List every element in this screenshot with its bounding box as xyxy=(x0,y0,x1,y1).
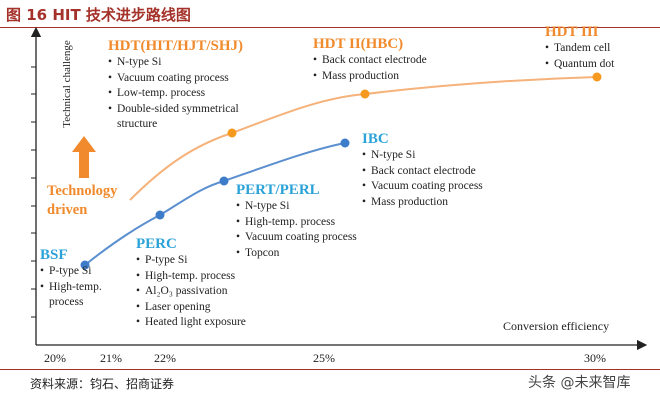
cell-curve xyxy=(84,142,346,266)
driver-label: Technology driven xyxy=(47,182,117,220)
node-item: N-type Si xyxy=(236,199,406,215)
rule xyxy=(0,27,660,28)
node-item: Back contact electrode xyxy=(313,53,503,69)
node-label: HDT(HIT/HJT/SHJ) xyxy=(108,38,244,54)
x-axis-label: Conversion efficiency xyxy=(503,319,610,333)
node-items: P-type SiHigh-temp. processAl₂O₃ passiva… xyxy=(136,253,296,331)
node-item: High-temp. process xyxy=(136,269,296,285)
node-item: Vacuum coating process xyxy=(108,71,278,87)
node-items: Back contact electrodeMass production xyxy=(313,53,503,84)
y-ticks xyxy=(31,66,36,318)
x-tick-label: 25% xyxy=(313,351,335,365)
node: IBCN-type SiBack contact electrodeVacuum… xyxy=(362,131,532,210)
node-item: N-type Si xyxy=(108,55,278,71)
node: HDT IIITandem cellQuantum dot xyxy=(545,24,655,72)
y-axis-label: Technical challenge xyxy=(61,40,73,128)
hdt-curve xyxy=(129,76,598,201)
node: HDT II(HBC)Back contact electrodeMass pr… xyxy=(313,36,503,84)
node-label: BSF xyxy=(40,247,68,263)
rule xyxy=(0,369,660,370)
x-tick-label: 20% xyxy=(44,351,66,365)
title: 图 16 HIT 技术进步路线图 xyxy=(6,6,191,24)
source: 资料来源：钧石、招商证券 xyxy=(30,377,175,391)
x-tick-label: 22% xyxy=(154,351,176,365)
node-item: Tandem cell xyxy=(545,41,655,57)
node-item: Vacuum coating process xyxy=(236,230,406,246)
node: HDT(HIT/HJT/SHJ)N-type SiVacuum coating … xyxy=(108,38,278,133)
node-items: N-type SiBack contact electrodeVacuum co… xyxy=(362,148,532,210)
node-label: PERC xyxy=(136,236,177,252)
node-label: HDT III xyxy=(545,24,599,40)
node-item: Mass production xyxy=(313,69,503,85)
node: PERT/PERLN-type SiHigh-temp. processVacu… xyxy=(236,182,406,261)
watermark: 头条 @未来智库 xyxy=(528,375,631,391)
node-item: High-temp. process xyxy=(236,215,406,231)
node: PERCP-type SiHigh-temp. processAl₂O₃ pas… xyxy=(136,236,296,331)
driver-line: driven xyxy=(47,202,88,218)
x-tick-label: 30% xyxy=(584,351,606,365)
node-item: Mass production xyxy=(362,195,532,211)
node-item: Low-temp. process xyxy=(108,86,278,102)
node-item: Double-sided symmetrical structure xyxy=(108,102,278,133)
node-items: N-type SiHigh-temp. processVacuum coatin… xyxy=(236,199,406,261)
node-item: High-temp. process xyxy=(40,280,120,311)
node-item: N-type Si xyxy=(362,148,532,164)
node-label: PERT/PERL xyxy=(236,182,320,198)
node-items: N-type SiVacuum coating processLow-temp.… xyxy=(108,55,278,133)
node-item: Back contact electrode xyxy=(362,164,532,180)
node-item: Al₂O₃ passivation xyxy=(136,284,296,300)
node-items: P-type SiHigh-temp. process xyxy=(40,264,120,311)
node-item: P-type Si xyxy=(40,264,120,280)
driver-line: Technology xyxy=(47,183,118,199)
node-label: HDT II(HBC) xyxy=(313,36,404,52)
node-item: Topcon xyxy=(236,246,406,262)
node-label: IBC xyxy=(362,131,389,147)
cell-points xyxy=(80,138,350,270)
node-item: Heated light exposure xyxy=(136,315,296,331)
node-item: P-type Si xyxy=(136,253,296,269)
node-items: Tandem cellQuantum dot xyxy=(545,41,655,72)
x-tick-label: 21% xyxy=(100,351,122,365)
node-item: Laser opening xyxy=(136,300,296,316)
node-item: Quantum dot xyxy=(545,57,655,73)
node-item: Vacuum coating process xyxy=(362,179,532,195)
up-arrow xyxy=(72,136,96,178)
node: BSFP-type SiHigh-temp. process xyxy=(40,247,120,311)
